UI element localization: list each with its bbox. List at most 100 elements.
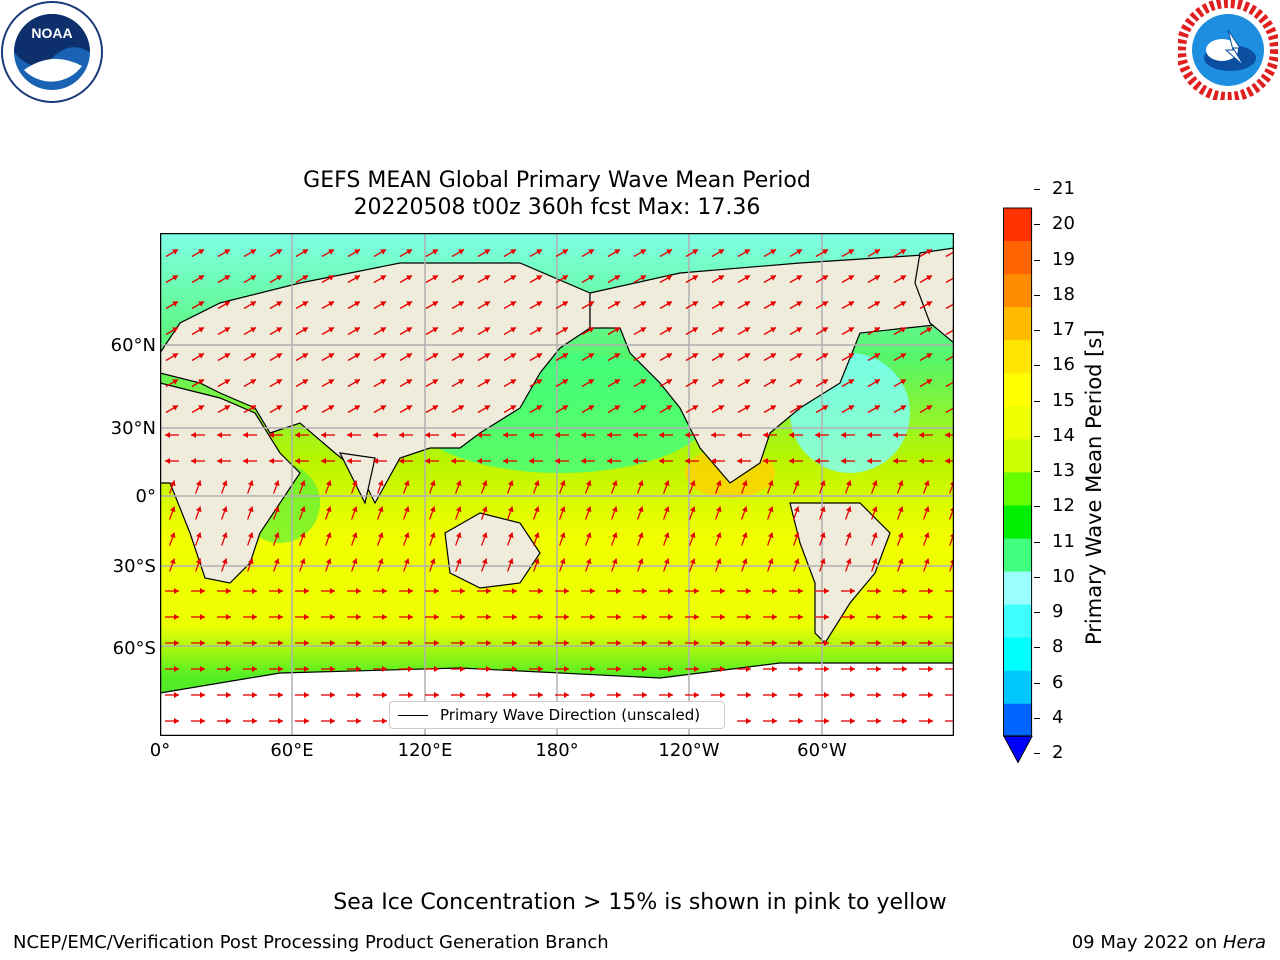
wave-arrow [503, 352, 517, 362]
wave-arrow [922, 532, 930, 546]
wave-arrow [555, 326, 569, 336]
wave-arrow [685, 432, 699, 438]
wave-arrow [841, 640, 855, 646]
wave-arrow [399, 588, 413, 594]
wave-arrow [818, 532, 826, 546]
colorbar-tick-label: 10 [1052, 565, 1075, 587]
wave-arrow [789, 432, 803, 438]
wave-arrow [818, 480, 826, 494]
colorbar-tick-mark [1034, 365, 1040, 367]
wave-arrow [737, 432, 751, 438]
colorbar-band [1003, 571, 1033, 605]
wave-arrow [737, 352, 751, 362]
wave-arrow [506, 480, 514, 494]
wave-arrow [636, 558, 644, 572]
wave-arrow [659, 248, 673, 258]
wave-arrow [295, 666, 309, 672]
wave-arrow [766, 558, 774, 572]
wave-arrow [555, 458, 569, 464]
wave-arrow [428, 558, 436, 572]
wave-arrow [919, 458, 933, 464]
wave-arrow [243, 248, 257, 258]
wave-arrow [269, 692, 283, 698]
wave-arrow [321, 588, 335, 594]
wave-arrow [506, 506, 514, 520]
wave-arrow [399, 458, 413, 464]
colorbar [1003, 207, 1033, 764]
wave-arrow [425, 274, 439, 284]
wave-arrow [659, 378, 673, 388]
wave-arrow [376, 532, 384, 546]
colorbar-tick-label: 11 [1052, 530, 1075, 552]
wave-arrow [165, 588, 179, 594]
colorbar-band [1003, 405, 1033, 440]
wave-arrow [529, 614, 543, 620]
wave-arrow [451, 588, 465, 594]
wave-arrow [191, 692, 205, 698]
wave-arrow [711, 248, 725, 258]
wave-arrow [841, 300, 855, 310]
wave-arrow [919, 378, 933, 388]
wave-arrow [740, 480, 748, 494]
land-australia [444, 512, 541, 589]
wave-arrow [428, 480, 436, 494]
colorbar-tick-label: 9 [1052, 601, 1064, 622]
wave-arrow [373, 248, 387, 258]
wave-arrow [919, 326, 933, 336]
wave-arrow [295, 326, 309, 336]
wave-arrow [711, 352, 725, 362]
wave-arrow [558, 532, 566, 546]
wave-arrow [922, 558, 930, 572]
wave-arrow [581, 614, 595, 620]
wave-arrow [191, 378, 205, 388]
colorbar-tick-label: 15 [1052, 389, 1075, 411]
wave-arrow [451, 614, 465, 620]
wave-arrow [610, 532, 618, 546]
wave-arrow [243, 718, 257, 724]
wave-arrow [662, 480, 670, 494]
wave-arrow [581, 248, 595, 258]
map-legend: Primary Wave Direction (unscaled) [389, 701, 725, 729]
wave-arrow [633, 300, 647, 310]
wave-arrow [168, 532, 176, 546]
wave-arrow [737, 666, 751, 672]
wave-arrow [399, 300, 413, 310]
wave-arrow [373, 378, 387, 388]
wave-arrow [659, 692, 673, 698]
wave-arrow [347, 300, 361, 310]
wave-arrow [477, 326, 491, 336]
wave-arrow [399, 326, 413, 336]
wave-arrow [893, 352, 907, 362]
wave-arrow [220, 506, 228, 520]
wave-arrow [555, 432, 569, 438]
wave-arrow [945, 432, 954, 438]
wave-arrow [558, 506, 566, 520]
wave-arrow [633, 326, 647, 336]
wave-arrow [217, 614, 231, 620]
date-text: 09 May 2022 on [1071, 932, 1223, 953]
colorbar-tick-label: 12 [1052, 495, 1075, 517]
wave-arrow [295, 378, 309, 388]
wave-arrow [867, 300, 881, 310]
wave-arrow [217, 326, 231, 336]
wave-arrow [893, 718, 907, 724]
wave-arrow [347, 458, 361, 464]
wave-arrow [295, 404, 309, 414]
wave-arrow [581, 300, 595, 310]
wave-arrow [841, 588, 855, 594]
wave-arrow [893, 248, 907, 258]
date-stamp: 09 May 2022 on Hera [1072, 932, 1266, 953]
wave-arrow [480, 532, 488, 546]
wave-arrow [633, 614, 647, 620]
wave-arrow [841, 692, 855, 698]
wave-arrow [165, 326, 179, 336]
wave-arrow [607, 666, 621, 672]
wave-arrow [321, 274, 335, 284]
colorbar-tick-mark [1034, 400, 1040, 402]
wave-arrow [789, 378, 803, 388]
lon-label-120w: 120°W [658, 740, 720, 761]
wave-arrow [610, 558, 618, 572]
plot-title: GEFS MEAN Global Primary Wave Mean Perio… [303, 168, 811, 193]
wave-arrow [454, 480, 462, 494]
colorbar-tick-mark [1034, 506, 1040, 508]
